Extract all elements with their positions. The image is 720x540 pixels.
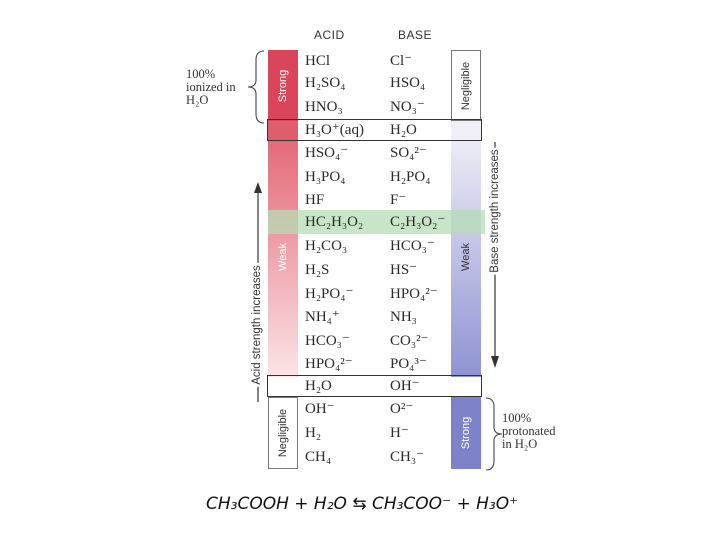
acid-cell: H₃PO₄ [305,169,346,185]
protonated-note-line: protonated [502,424,556,438]
base-strong-bar [451,397,481,469]
protonated-note-line: 100% [502,411,532,425]
acid-hydronium-bar [268,121,298,141]
water-row-box [267,375,482,397]
ionized-note-line: 100% [186,67,216,81]
acid-cell: H₂CO₃ [305,238,348,254]
base-cell: HCO₃⁻ [390,238,435,254]
acetic-acid-equation: CH₃COOH + H₂O ⇆ CH₃COO⁻ + H₃O⁺ [206,494,519,514]
protonated-note: 100% protonated in H₂O [502,412,555,451]
base-cell: F⁻ [390,192,407,208]
base-cell: CO₃²⁻ [390,333,429,349]
base-strong-label: Strong [460,416,472,450]
base-water-bar [451,121,481,141]
base-cell: PO₄³⁻ [390,356,427,372]
base-cell: HPO₄²⁻ [390,286,438,302]
base-cell: O²⁻ [390,401,414,417]
ionized-note: 100% ionized in H₂O [186,68,236,107]
acid-cell: HNO₃ [305,99,343,115]
acid-cell: HF [305,192,325,208]
base-cell: H⁻ [390,425,409,441]
acid-strong-label: Strong [277,69,289,103]
acid-weak-bar [268,141,298,377]
acid-column-header: ACID [314,28,345,42]
base-cell: Cl⁻ [390,53,413,69]
base-weak-bar [451,141,481,377]
acetic-acid-highlight [268,210,485,234]
acid-cell: H₂PO₄⁻ [305,286,354,302]
base-cell: HSO₄ [390,75,426,91]
protonated-note-line: in H₂O [502,437,538,451]
acid-cell: NH₄⁺ [305,309,340,325]
base-cell: H₂PO₄ [390,169,431,185]
base-cell: CH₃⁻ [390,449,424,465]
base-negligible-label: Negligible [460,61,472,111]
base-cell: OH⁻ [390,378,420,394]
acid-strong-bar [268,50,298,121]
acid-cell: CH₄ [305,449,332,465]
ionized-brace [247,50,265,124]
ionized-note-line: ionized in [186,80,236,94]
base-cell: NH₃ [390,309,417,325]
acid-cell: HCl [305,53,331,69]
hydronium-row-box [267,119,482,141]
acid-cell: H₂O [305,378,332,394]
acid-cell: HSO₄⁻ [305,145,349,161]
acid-cell: H₂ [305,425,322,441]
base-cell: C₂H₃O₂⁻ [390,214,446,230]
base-strength-label: Base strength increases [489,147,501,275]
ionized-note-line: H₂O [186,93,209,107]
base-cell: NO₃⁻ [390,99,425,115]
acid-cell: HPO₄²⁻ [305,356,353,372]
acid-cell: H₂SO₄ [305,75,346,91]
acid-weak-label: Weak [277,243,289,271]
base-cell: SO₄²⁻ [390,145,427,161]
acid-cell: HC₂H₃O₂ [305,214,364,230]
acid-cell: OH⁻ [305,401,335,417]
acid-strength-label: Acid strength increases [251,263,263,387]
acid-cell: H₃O⁺(aq) [305,122,364,138]
base-weak-label: Weak [460,243,472,271]
base-negligible-bar [451,50,481,121]
base-cell: H₂O [390,122,417,138]
base-cell: HS⁻ [390,262,418,278]
acid-cell: H₂S [305,262,330,278]
protonated-brace [485,397,503,471]
acid-negligible-bar [268,397,298,469]
acid-negligible-label: Negligible [277,408,289,458]
acid-cell: HCO₃⁻ [305,333,350,349]
base-column-header: BASE [398,28,433,42]
